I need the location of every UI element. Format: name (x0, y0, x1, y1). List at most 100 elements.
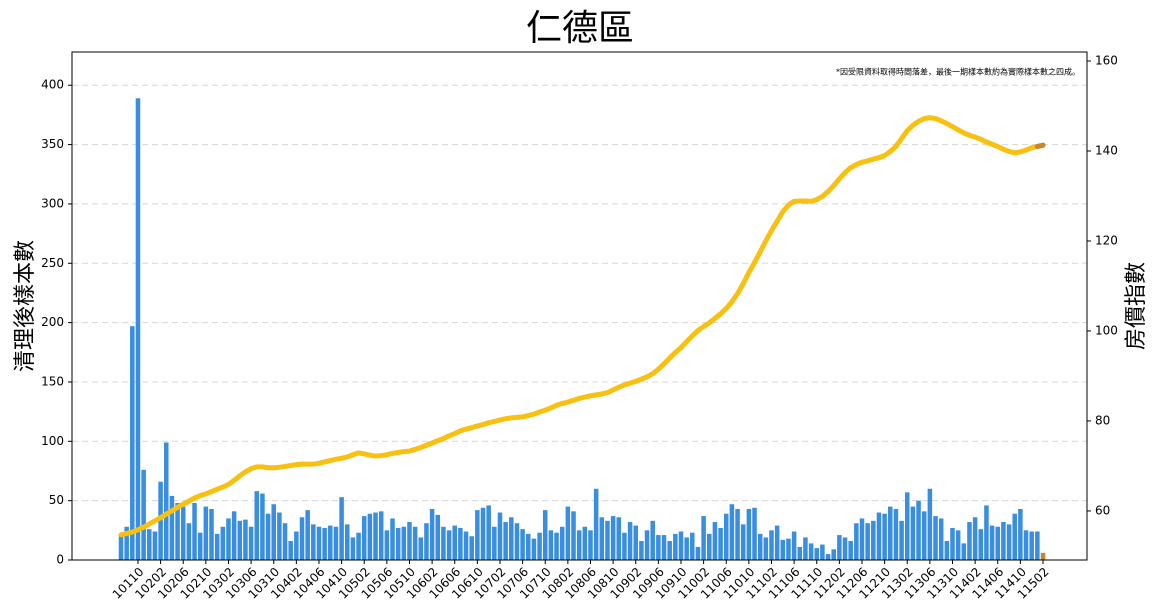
y2-tick-label: 80 (1095, 413, 1110, 427)
bar (265, 513, 271, 560)
bar (124, 526, 129, 560)
bar (384, 530, 390, 560)
bar (322, 527, 327, 560)
bar (271, 504, 276, 560)
bar (627, 522, 633, 560)
bar (424, 523, 429, 560)
bar (373, 512, 378, 560)
bar (893, 508, 899, 560)
bar (904, 492, 910, 560)
bar (192, 503, 197, 560)
bar (791, 531, 797, 560)
bar (588, 530, 593, 560)
bar (667, 541, 672, 560)
bar (463, 531, 469, 560)
bar (344, 524, 350, 560)
bar (820, 544, 825, 560)
bar (147, 529, 152, 560)
bar (712, 522, 718, 560)
bar (910, 506, 916, 560)
bar (707, 533, 712, 560)
bar (169, 495, 175, 560)
bar (797, 546, 803, 560)
bar (927, 488, 933, 560)
bar (757, 533, 763, 560)
bar (859, 518, 865, 560)
bar (458, 527, 463, 560)
y-tick-label: 350 (41, 137, 64, 151)
annotation: *因受限資料取得時間落差，最後一期樣本數約為實際樣本數之四成。 (836, 67, 1080, 77)
bar (729, 504, 735, 560)
bar (361, 516, 367, 560)
bar (605, 520, 610, 560)
bar (1018, 508, 1023, 560)
index-line (118, 115, 1046, 538)
bar (520, 529, 525, 560)
bar (576, 530, 582, 560)
bar (492, 526, 497, 560)
bar (254, 491, 260, 560)
bar (1012, 513, 1017, 560)
bar (130, 326, 135, 560)
y2-tick-label: 120 (1095, 233, 1118, 247)
bar (294, 531, 299, 560)
bar (395, 527, 401, 560)
y2-axis-label: 房價指數 (1124, 262, 1149, 350)
bar (339, 497, 344, 560)
y-tick-label: 200 (41, 315, 64, 329)
bar (311, 524, 316, 560)
bar (260, 493, 265, 560)
bar (967, 522, 972, 560)
bar (475, 510, 480, 560)
bar (593, 488, 599, 560)
bar (197, 532, 203, 560)
bar (774, 525, 780, 560)
bar (356, 532, 361, 560)
bar (231, 511, 237, 560)
bar (220, 526, 226, 560)
bar (1035, 531, 1040, 560)
bar (780, 539, 786, 560)
bar (837, 535, 842, 560)
bar (921, 511, 927, 560)
bar (328, 525, 333, 560)
bar (542, 510, 548, 560)
bar (390, 518, 395, 560)
bar (984, 505, 989, 560)
bar (825, 554, 831, 560)
bar (1040, 552, 1046, 560)
bar (995, 526, 1001, 560)
bar (842, 537, 848, 560)
bar (503, 522, 508, 560)
bar (972, 517, 978, 560)
bar (673, 533, 678, 560)
bar (209, 508, 214, 560)
bar (559, 526, 565, 560)
bar (237, 520, 243, 560)
bar (412, 526, 418, 560)
bar (656, 535, 661, 560)
bar (616, 517, 622, 560)
bar (282, 523, 288, 560)
bar (888, 506, 893, 560)
bar (565, 506, 571, 560)
bar (882, 513, 887, 560)
chart-title: 仁德區 (526, 8, 634, 49)
bar (571, 511, 576, 560)
index-line-last-period (1034, 142, 1046, 149)
bar (452, 525, 457, 560)
y-tick-label: 100 (41, 434, 64, 448)
bar (418, 537, 424, 560)
bar (1001, 522, 1006, 560)
bar (746, 508, 752, 560)
y2-tick-label: 100 (1095, 323, 1118, 337)
bar (1029, 531, 1034, 560)
bar (1023, 530, 1029, 560)
bar (622, 532, 627, 560)
bar (690, 532, 695, 560)
bar (695, 546, 701, 560)
bar (367, 513, 373, 560)
y-axis-label: 清理後樣本數 (13, 240, 38, 372)
bar (180, 506, 186, 560)
y-tick-label: 400 (41, 78, 64, 92)
